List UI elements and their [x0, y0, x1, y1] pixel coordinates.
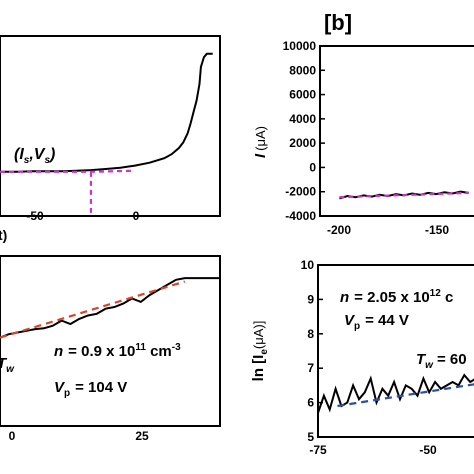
plot-frame: [319, 45, 474, 217]
plot-frame: [0, 255, 221, 427]
series-line-black-solid: [317, 373, 474, 414]
y-tick-label: 4000: [289, 112, 316, 126]
temperature-annotation: Tw = 60: [416, 351, 467, 371]
y-tick-label: 10: [301, 258, 315, 272]
chart-top-right: 10000 8000 6000 4000 2000 0 -2000 -4000 I(μA) -…: [252, 39, 474, 237]
chart-bottom-left: 0 25 n= 0.9 x 1011 cm-3 Vp= 104 V Tw: [0, 255, 221, 443]
series-line-black-solid: [0, 52, 213, 173]
plot-frame: [0, 35, 221, 217]
y-tick-label: 6: [307, 396, 314, 410]
y-tick-label: 5: [307, 430, 314, 444]
series-line-black-solid: [0, 277, 220, 339]
plasma-potential-annotation: Vp = 104 V: [54, 379, 127, 399]
y-tick-label: -2000: [285, 185, 316, 199]
x-tick-label: 0: [9, 429, 16, 443]
x-tick-label: 25: [135, 429, 149, 443]
y-axis-label: ln [Ie(μA)]: [250, 321, 270, 382]
x-tick-label: -75: [309, 443, 327, 457]
temperature-annotation-fragment: Tw: [0, 355, 15, 375]
y-tick-label: 2000: [289, 136, 316, 150]
x-tick-label: -200: [327, 223, 351, 237]
series-line-magenta-dashed: [339, 191, 469, 199]
y-tick-label: 10000: [283, 39, 317, 53]
x-tick-label: 0: [133, 209, 140, 223]
y-tick-label: 8: [307, 327, 314, 341]
y-tick-label: 7: [307, 361, 314, 375]
plot-frame: [317, 264, 474, 438]
y-tick-label: -4000: [285, 209, 316, 223]
plasma-potential-annotation: Vp = 44 V: [344, 312, 409, 332]
x-axis-label: t): [0, 227, 7, 243]
y-tick-label: 8000: [289, 63, 316, 77]
density-annotation: n = 2.05 x 1012 c: [340, 288, 453, 306]
y-axis-label: I(μA): [252, 126, 269, 158]
chart-bottom-right: 10 9 8 7 6 5 ln [Ie(μA)] -75 -50 n = 2.05 x 10…: [250, 258, 474, 457]
x-tick-label: -50: [26, 209, 44, 223]
series-line-magenta-dashed: [0, 169, 135, 173]
chart-top-left: -50 0 t) (Is,Vs): [0, 35, 221, 243]
series-line-red-dashed: [0, 280, 186, 339]
x-tick-label: -50: [419, 443, 437, 457]
density-annotation: n = 0.9 x 1011 cm-3: [54, 342, 181, 360]
x-tick-label: -150: [425, 223, 449, 237]
y-tick-label: 6000: [289, 88, 316, 102]
panel-label: [b]: [324, 10, 352, 35]
y-tick-label: 9: [307, 292, 314, 306]
annotation-point-label: (Is,Vs): [14, 146, 55, 166]
y-tick-label: 0: [309, 160, 316, 174]
